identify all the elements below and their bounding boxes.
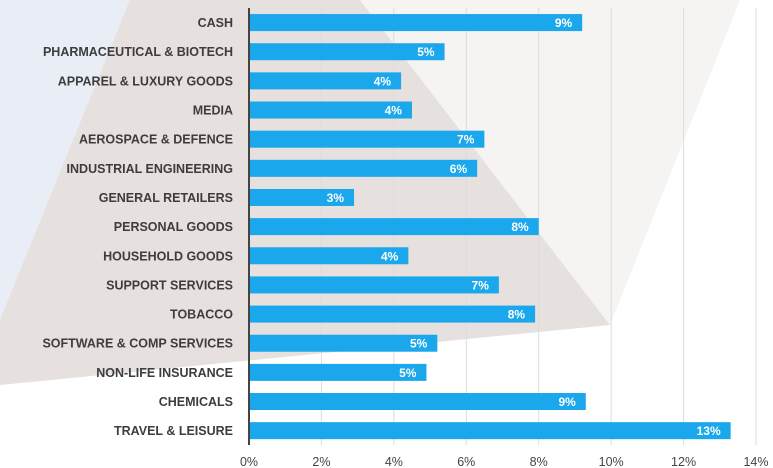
category-label: MEDIA: [193, 104, 233, 118]
bar: [249, 159, 478, 177]
category-label: PHARMACEUTICAL & BIOTECH: [43, 45, 233, 59]
category-label: TRAVEL & LEISURE: [114, 424, 233, 438]
data-label: 9%: [555, 16, 573, 30]
category-label: INDUSTRIAL ENGINEERING: [67, 162, 233, 176]
x-tick-label: 0%: [240, 455, 258, 468]
data-label: 7%: [472, 278, 490, 292]
bar: [249, 305, 536, 323]
data-label: 13%: [697, 424, 721, 438]
category-label: CASH: [198, 16, 233, 30]
value-labels: 9% 5% 4% 4% 7% 6% 3% 8% 4% 7% 8% 5% 5% 9% 13%: [327, 16, 721, 438]
category-label: APPAREL & LUXURY GOODS: [58, 74, 233, 88]
x-tick-label: 12%: [671, 455, 696, 468]
data-label: 4%: [385, 104, 403, 118]
data-label: 4%: [381, 249, 399, 263]
bar: [249, 422, 731, 440]
bar: [249, 72, 402, 90]
category-labels: CASH PHARMACEUTICAL & BIOTECH APPAREL & LU…: [42, 16, 233, 438]
category-label: GENERAL RETAILERS: [99, 191, 233, 205]
x-tick-label: 6%: [457, 455, 475, 468]
bar: [249, 218, 539, 236]
x-tick-label: 10%: [599, 455, 624, 468]
category-label: SUPPORT SERVICES: [106, 278, 233, 292]
data-label: 8%: [511, 220, 529, 234]
x-tick-label: 2%: [312, 455, 330, 468]
bar: [249, 276, 499, 294]
data-label: 7%: [457, 133, 475, 147]
bar: [249, 188, 355, 206]
data-label: 4%: [374, 74, 392, 88]
bar: [249, 393, 586, 411]
bar: [249, 334, 438, 352]
bar: [249, 101, 412, 119]
bar: [249, 247, 409, 265]
category-label: HOUSEHOLD GOODS: [103, 249, 233, 263]
category-label: NON-LIFE INSURANCE: [96, 366, 233, 380]
data-label: 5%: [399, 366, 417, 380]
bar: [249, 14, 583, 32]
data-label: 6%: [450, 162, 468, 176]
category-label: CHEMICALS: [159, 395, 233, 409]
bar: [249, 363, 427, 381]
bars: [249, 14, 731, 440]
data-label: 8%: [508, 308, 526, 322]
bar: [249, 130, 485, 148]
category-label: PERSONAL GOODS: [114, 220, 233, 234]
category-label: AEROSPACE & DEFENCE: [79, 133, 233, 147]
x-axis-ticks: 0% 2% 4% 6% 8% 10% 12% 14%: [240, 455, 769, 468]
x-tick-label: 4%: [385, 455, 403, 468]
data-label: 5%: [417, 45, 435, 59]
data-label: 9%: [558, 395, 576, 409]
x-tick-label: 8%: [530, 455, 548, 468]
bar: [249, 43, 445, 61]
background-light-shape: [360, 0, 740, 325]
category-label: SOFTWARE & COMP SERVICES: [42, 337, 233, 351]
x-tick-label: 14%: [743, 455, 768, 468]
data-label: 3%: [327, 191, 345, 205]
category-label: TOBACCO: [170, 308, 233, 322]
data-label: 5%: [410, 337, 428, 351]
